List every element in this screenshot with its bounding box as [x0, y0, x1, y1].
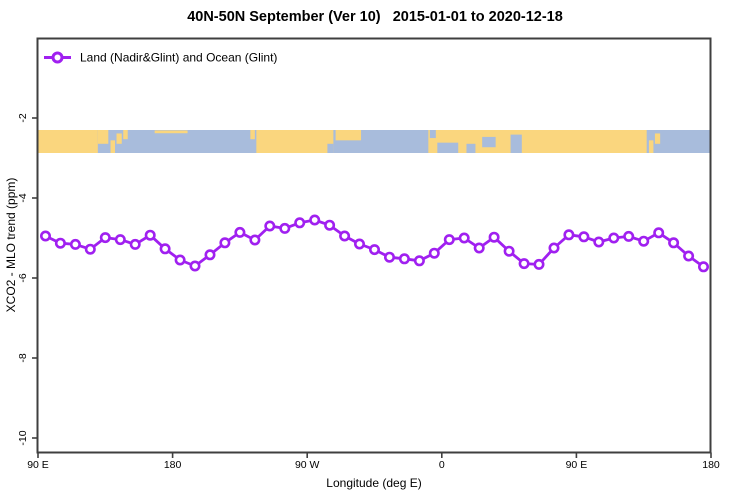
- data-point-marker: [473, 242, 485, 254]
- plot-frame: [36, 37, 712, 454]
- map-ocean-segment: [429, 130, 436, 139]
- data-point-marker: [279, 222, 291, 234]
- x-tick-label: 180: [164, 459, 182, 471]
- data-point-marker: [413, 255, 425, 267]
- data-point-marker: [99, 232, 111, 244]
- data-point-marker: [458, 232, 470, 244]
- data-point-marker: [204, 249, 216, 261]
- data-point-marker: [324, 219, 336, 231]
- x-tick-label: 180: [702, 459, 720, 471]
- data-point-marker: [309, 214, 321, 226]
- data-point-marker: [398, 253, 410, 265]
- data-point-marker: [84, 243, 96, 255]
- data-point-marker: [353, 238, 365, 250]
- data-point-marker: [548, 242, 560, 254]
- data-point-marker: [488, 231, 500, 243]
- data-point-marker: [697, 261, 709, 273]
- data-point-marker: [234, 226, 246, 238]
- legend-marker-icon: [51, 51, 64, 64]
- map-land-segment: [648, 140, 654, 153]
- data-point-marker: [668, 237, 680, 249]
- y-tick-label: -4: [17, 193, 29, 202]
- map-land-segment: [654, 133, 661, 144]
- data-point-marker: [518, 258, 530, 270]
- data-point-marker: [563, 229, 575, 241]
- map-land-segment: [154, 130, 188, 134]
- data-point-marker: [189, 260, 201, 272]
- data-point-marker: [159, 243, 171, 255]
- data-series: [39, 214, 709, 273]
- data-point-marker: [503, 245, 515, 257]
- data-point-marker: [144, 229, 156, 241]
- map-ocean-segment: [437, 142, 459, 153]
- data-point-marker: [54, 237, 66, 249]
- legend: Land (Nadir&Glint) and Ocean (Glint): [44, 51, 277, 65]
- data-point-marker: [219, 237, 231, 249]
- x-tick-label: 90 W: [295, 459, 320, 471]
- chart-title: 40N-50N September (Ver 10) 2015-01-01 to…: [187, 9, 563, 25]
- y-axis-label: XCO2 - MLO trend (ppm): [4, 178, 18, 313]
- map-land-segment: [110, 140, 116, 153]
- y-tick-label: -10: [17, 430, 29, 445]
- data-point-marker: [593, 236, 605, 248]
- map-land-segment: [123, 130, 128, 140]
- map-ocean-segment: [482, 136, 496, 148]
- x-tick-label: 90 E: [27, 459, 49, 471]
- axis-ticks: 90 E 180 90 W 0 90 E 180 -2 -4 -6 -8 -10: [17, 113, 720, 471]
- map-ocean-segment: [510, 134, 522, 153]
- y-tick-label: -2: [17, 113, 29, 122]
- y-tick-label: -6: [17, 273, 29, 282]
- data-point-marker: [623, 230, 635, 242]
- data-point-marker: [129, 238, 141, 250]
- map-land-segment: [250, 130, 255, 140]
- data-point-marker: [39, 230, 51, 242]
- world-map-band: [38, 130, 711, 153]
- data-point-marker: [683, 250, 695, 262]
- data-line: [44, 218, 705, 269]
- data-point-marker: [294, 217, 306, 229]
- data-point-marker: [443, 234, 455, 246]
- x-axis-label: Longitude (deg E): [326, 476, 421, 490]
- data-point-marker: [174, 254, 186, 266]
- data-point-marker: [638, 235, 650, 247]
- data-point-marker: [578, 231, 590, 243]
- map-land-segment: [116, 133, 122, 144]
- map-ocean-segment: [466, 143, 476, 153]
- data-point-marker: [368, 244, 380, 256]
- data-point-marker: [249, 234, 261, 246]
- data-point-marker: [69, 238, 81, 250]
- map-land-segment: [97, 130, 109, 144]
- data-point-marker: [428, 247, 440, 259]
- legend-label: Land (Nadir&Glint) and Ocean (Glint): [80, 51, 277, 65]
- map-ocean-segment: [327, 143, 334, 153]
- map-land-segment: [428, 130, 647, 153]
- data-point-marker: [533, 258, 545, 270]
- data-point-marker: [339, 230, 351, 242]
- x-tick-label: 90 E: [566, 459, 588, 471]
- y-tick-label: -8: [17, 353, 29, 362]
- data-point-marker: [653, 227, 665, 239]
- data-point-marker: [114, 234, 126, 246]
- map-land-segment: [38, 130, 98, 153]
- map-land-segment: [335, 130, 362, 141]
- x-tick-label: 0: [439, 459, 445, 471]
- map-land-segment: [256, 130, 334, 153]
- data-point-marker: [608, 232, 620, 244]
- data-point-marker: [264, 220, 276, 232]
- data-point-marker: [383, 251, 395, 263]
